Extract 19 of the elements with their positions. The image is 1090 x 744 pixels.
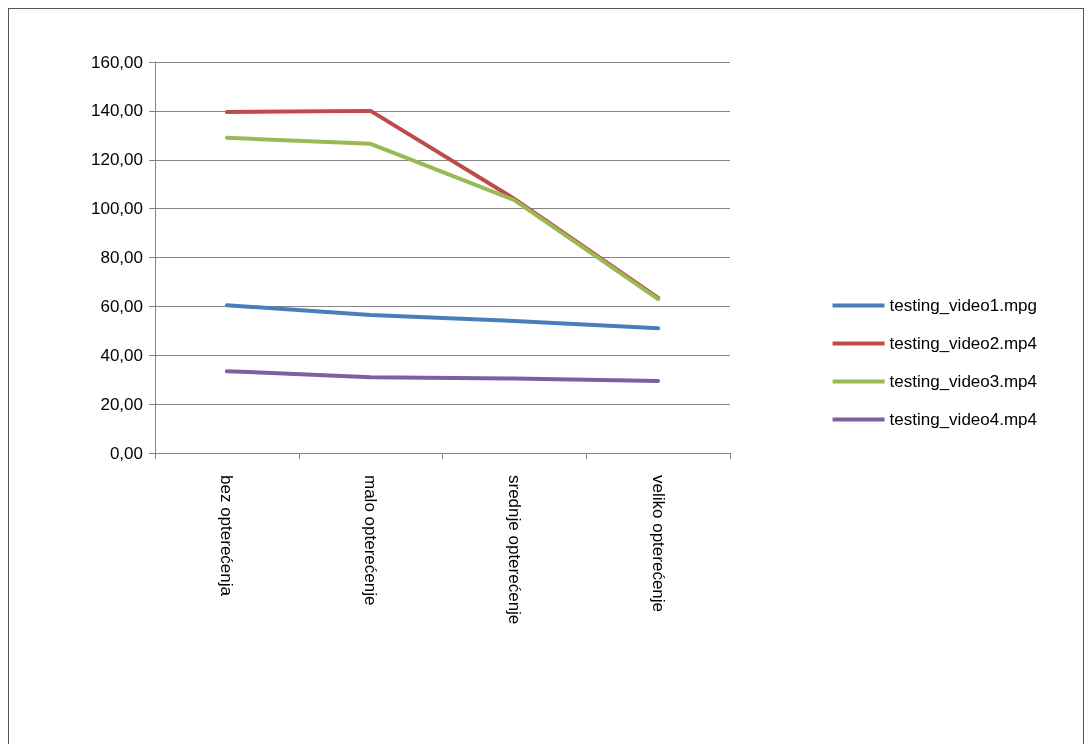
y-tick-label: 100,00 — [91, 199, 143, 219]
legend-label: testing_video4.mp4 — [889, 410, 1038, 429]
x-tick-label: bez opterećenja — [217, 475, 237, 597]
x-tick-label: srednje opterećenje — [504, 475, 524, 625]
y-tick-label: 20,00 — [100, 394, 143, 414]
x-tick-label: veliko opterećenje — [648, 475, 668, 613]
x-tick-label: malo opterećenje — [361, 475, 381, 606]
y-tick-label: 40,00 — [100, 345, 143, 365]
line-series — [224, 369, 661, 383]
legend-label: testing_video2.mp4 — [889, 334, 1038, 353]
y-tick-label: 60,00 — [100, 296, 143, 316]
y-tick-label: 160,00 — [91, 52, 143, 72]
y-tick-label: 0,00 — [109, 443, 143, 463]
legend-label: testing_video3.mp4 — [889, 372, 1038, 391]
y-tick-label: 120,00 — [91, 150, 143, 170]
legend-label: testing_video1.mpg — [889, 296, 1038, 315]
line-series — [224, 303, 661, 331]
y-tick-label: 140,00 — [91, 101, 143, 121]
y-tick-label: 80,00 — [100, 248, 143, 267]
